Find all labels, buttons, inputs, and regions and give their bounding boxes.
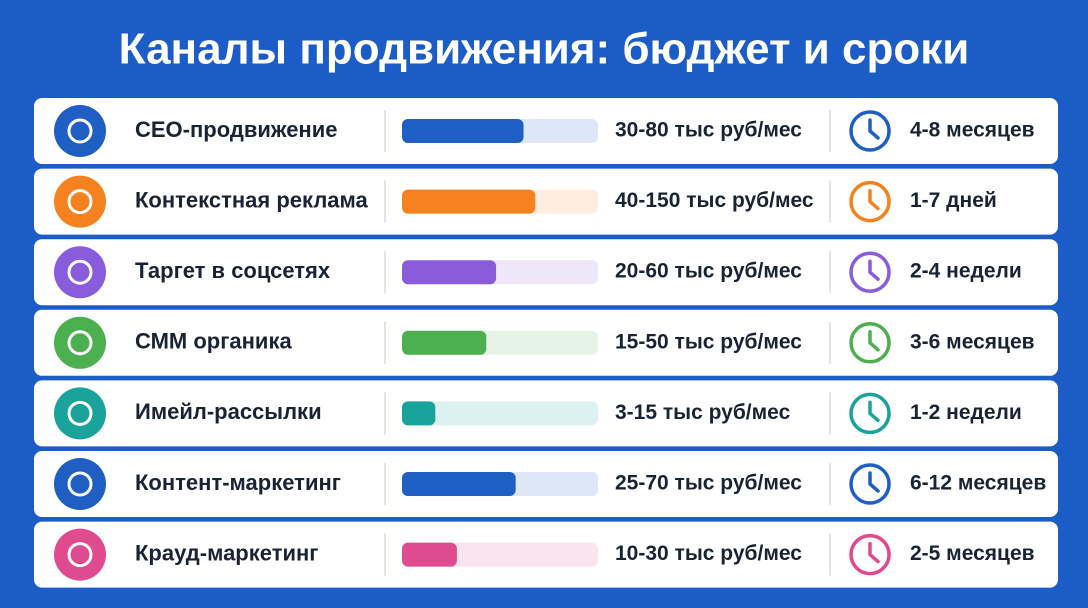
row-card bbox=[34, 309, 1058, 376]
row-card bbox=[34, 168, 1058, 235]
row-card bbox=[34, 98, 1058, 164]
icon-glyph bbox=[67, 259, 93, 285]
bar-fill bbox=[402, 542, 457, 567]
row: СЕО-продвижение 30-80 тыс руб/мес 4-8 меся… bbox=[34, 98, 1058, 164]
duration: 2-5 месяцев bbox=[910, 542, 1035, 565]
row-card bbox=[34, 451, 1058, 517]
bar-fill bbox=[402, 330, 487, 355]
channel-name: СЕО-продвижение bbox=[135, 117, 337, 142]
channel-name: Контент-маркетинг bbox=[135, 470, 341, 495]
row-card bbox=[34, 521, 1058, 588]
duration: 3-6 месяцев bbox=[910, 330, 1035, 353]
icon-glyph bbox=[67, 118, 93, 144]
clock-icon bbox=[849, 322, 891, 364]
duration: 1-2 недели bbox=[910, 401, 1022, 424]
row: Контент-маркетинг 25-70 тыс руб/мес 6-12 м… bbox=[34, 451, 1058, 517]
clock-icon bbox=[849, 110, 891, 152]
clock-icon bbox=[849, 392, 891, 435]
title: Каналы продвижения: бюджет и сроки bbox=[119, 25, 970, 74]
row-card bbox=[34, 380, 1058, 447]
clock-hands bbox=[868, 330, 880, 352]
channel-icon bbox=[54, 246, 106, 299]
row: Контекстная реклама 40-150 тыс руб/мес 1-7… bbox=[34, 168, 1058, 235]
budget: 10-30 тыс руб/мес bbox=[615, 542, 802, 565]
clock-icon bbox=[849, 533, 891, 576]
channel-name: Таргет в соцсетях bbox=[135, 258, 331, 283]
channel-name: Контекстная реклама bbox=[135, 187, 369, 212]
channel-icon bbox=[54, 175, 106, 228]
channel-icon bbox=[54, 458, 106, 510]
budget: 20-60 тыс руб/мес bbox=[615, 260, 802, 283]
budget: 25-70 тыс руб/мес bbox=[615, 472, 802, 495]
clock-icon bbox=[849, 180, 891, 223]
duration: 2-4 недели bbox=[910, 260, 1022, 283]
clock-hands bbox=[868, 259, 880, 281]
channel-icon bbox=[54, 387, 106, 440]
clock-hands bbox=[868, 471, 880, 493]
clock-hands bbox=[868, 118, 880, 140]
channel-name: Имейл-рассылки bbox=[135, 399, 322, 424]
channel-name: Крауд-маркетинг bbox=[135, 540, 318, 565]
bar-fill bbox=[402, 260, 497, 285]
duration: 4-8 месяцев bbox=[910, 119, 1035, 142]
clock-icon bbox=[849, 251, 891, 293]
duration: 1-7 дней bbox=[910, 189, 997, 212]
bar-fill bbox=[402, 119, 524, 143]
channel-icon bbox=[54, 528, 106, 581]
icon-glyph bbox=[67, 330, 93, 356]
channel-icon bbox=[54, 105, 106, 157]
icon-glyph bbox=[67, 189, 93, 215]
clock-hands bbox=[868, 188, 880, 211]
row: Крауд-маркетинг 10-30 тыс руб/мес 2-5 меся… bbox=[34, 521, 1058, 588]
row: Имейл-рассылки 3-15 тыс руб/мес 1-2 недели bbox=[34, 380, 1058, 447]
row-card bbox=[34, 239, 1058, 306]
channel-name: СММ органика bbox=[135, 329, 292, 354]
budget: 15-50 тыс руб/мес bbox=[615, 330, 802, 353]
bar-fill bbox=[402, 189, 536, 214]
channel-icon bbox=[54, 316, 106, 369]
icon-glyph bbox=[67, 400, 93, 426]
bar-fill bbox=[402, 401, 436, 426]
bar-track bbox=[402, 401, 598, 426]
duration: 6-12 месяцев bbox=[910, 472, 1046, 495]
icon-glyph bbox=[67, 471, 93, 497]
clock-hands bbox=[868, 400, 880, 423]
budget: 40-150 тыс руб/мес bbox=[615, 189, 814, 212]
budget: 3-15 тыс руб/мес bbox=[615, 401, 791, 424]
clock-icon bbox=[849, 463, 891, 505]
row: Таргет в соцсетях 20-60 тыс руб/мес 2-4 не… bbox=[34, 239, 1058, 306]
clock-hands bbox=[868, 541, 880, 564]
icon-glyph bbox=[67, 542, 93, 568]
budget: 30-80 тыс руб/мес bbox=[615, 119, 802, 142]
bar-fill bbox=[402, 472, 516, 496]
row: СММ органика 15-50 тыс руб/мес 3-6 месяцев bbox=[34, 309, 1058, 376]
